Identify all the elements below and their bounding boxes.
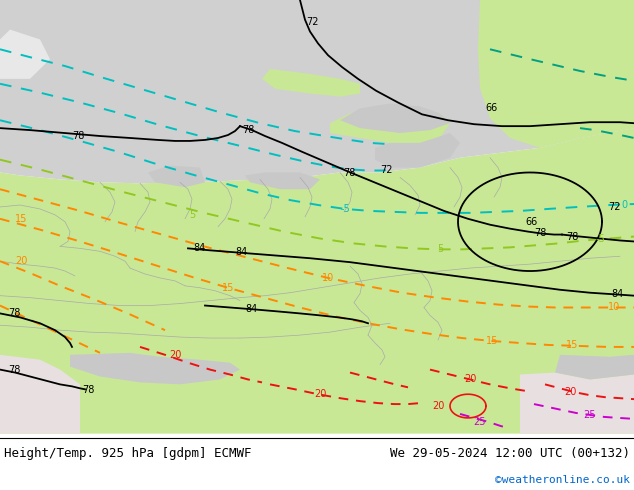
Polygon shape <box>262 69 360 97</box>
Text: 78: 78 <box>566 232 578 242</box>
Polygon shape <box>555 355 634 379</box>
Polygon shape <box>520 372 634 434</box>
Polygon shape <box>0 29 50 79</box>
Text: 5: 5 <box>189 210 195 220</box>
Text: 15: 15 <box>222 283 234 293</box>
Text: -5: -5 <box>595 234 605 244</box>
Text: 78: 78 <box>82 385 94 395</box>
Text: 84: 84 <box>612 289 624 299</box>
Text: 15: 15 <box>486 336 498 346</box>
Text: 20: 20 <box>432 401 444 411</box>
Text: 20: 20 <box>314 389 326 399</box>
Text: 66: 66 <box>486 103 498 113</box>
Text: -5: -5 <box>340 204 350 214</box>
Text: 78: 78 <box>72 131 84 141</box>
Text: 84: 84 <box>194 244 206 253</box>
Text: ©weatheronline.co.uk: ©weatheronline.co.uk <box>495 475 630 485</box>
Polygon shape <box>0 355 80 434</box>
Polygon shape <box>70 353 240 384</box>
Text: 25: 25 <box>584 410 596 420</box>
Text: 72: 72 <box>608 202 620 212</box>
Text: 78: 78 <box>8 308 20 318</box>
Polygon shape <box>340 103 450 133</box>
Text: 0: 0 <box>621 200 627 210</box>
Text: 5: 5 <box>437 245 443 254</box>
Polygon shape <box>375 133 460 168</box>
Text: 15: 15 <box>15 214 27 224</box>
Polygon shape <box>0 0 634 183</box>
Text: 84: 84 <box>236 247 248 257</box>
Polygon shape <box>478 0 634 148</box>
Text: 78: 78 <box>534 227 546 238</box>
Text: 20: 20 <box>169 350 181 360</box>
Text: Height/Temp. 925 hPa [gdpm] ECMWF: Height/Temp. 925 hPa [gdpm] ECMWF <box>4 447 252 460</box>
Text: 20: 20 <box>464 374 476 385</box>
Polygon shape <box>0 128 634 434</box>
Polygon shape <box>148 166 205 187</box>
Text: We 29-05-2024 12:00 UTC (00+132): We 29-05-2024 12:00 UTC (00+132) <box>390 447 630 460</box>
Text: 78: 78 <box>242 125 254 135</box>
Text: 78: 78 <box>343 169 355 178</box>
Text: 10: 10 <box>608 302 620 313</box>
Text: 20: 20 <box>564 387 576 397</box>
Polygon shape <box>245 172 320 189</box>
Text: 20: 20 <box>15 256 27 266</box>
Text: 84: 84 <box>246 304 258 315</box>
Text: 15: 15 <box>566 340 578 350</box>
Text: 10: 10 <box>322 273 334 283</box>
Polygon shape <box>0 0 100 59</box>
Text: 25: 25 <box>474 417 486 427</box>
Text: 72: 72 <box>380 165 392 174</box>
Polygon shape <box>330 108 450 143</box>
Text: 66: 66 <box>525 217 537 227</box>
Text: 78: 78 <box>8 365 20 374</box>
Text: 72: 72 <box>306 17 318 26</box>
